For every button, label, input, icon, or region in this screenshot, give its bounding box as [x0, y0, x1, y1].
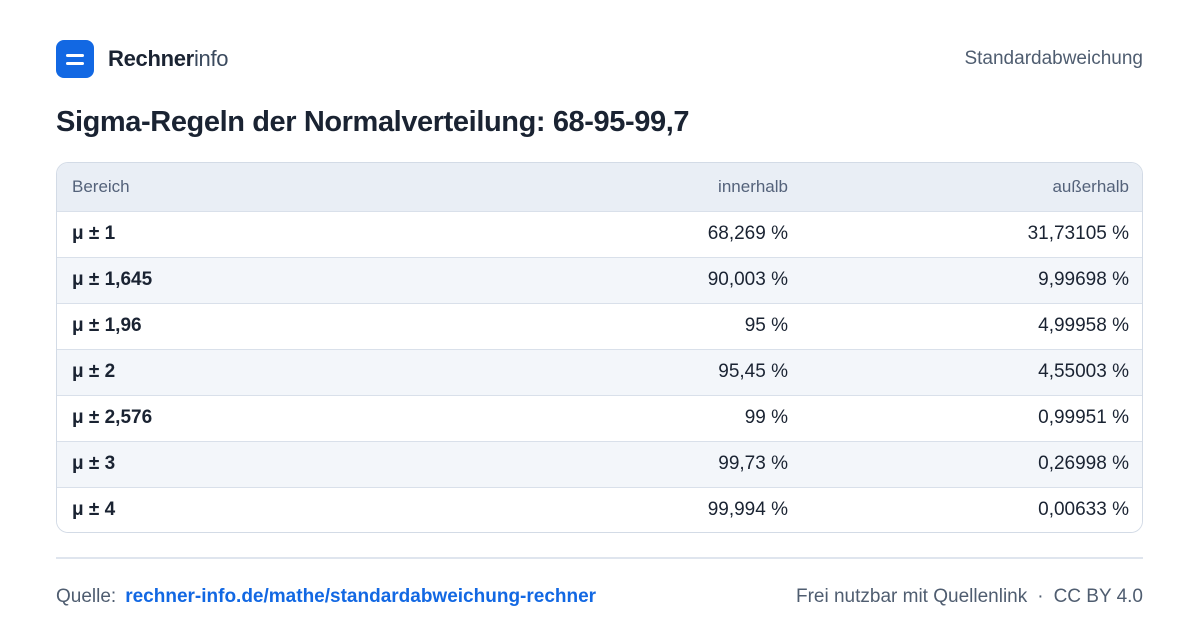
sigma-table-grid: Bereich innerhalb außerhalb μ ± 1 68,269… [57, 163, 1142, 532]
cell-innerhalb: 68,269 % [707, 223, 788, 244]
table-row: μ ± 1 68,269 % 31,73105 % [57, 211, 1142, 257]
source-link[interactable]: rechner-info.de/mathe/standardabweichung… [125, 586, 597, 607]
usage-note: Frei nutzbar mit Quellenlink [795, 586, 1028, 607]
table-row: μ ± 2,576 99 % 0,99951 % [57, 395, 1142, 441]
table-row: μ ± 1,96 95 % 4,99958 % [57, 303, 1142, 349]
cell-bereich: μ ± 2,576 [72, 407, 153, 428]
cell-innerhalb: 90,003 % [707, 269, 788, 290]
cell-bereich: μ ± 1,96 [72, 315, 142, 336]
table-row: μ ± 4 99,994 % 0,00633 % [57, 487, 1142, 532]
logo-bar-bottom [66, 61, 84, 65]
cell-ausserhalb: 0,99951 % [1038, 407, 1129, 428]
separator-dot: · [1037, 586, 1044, 607]
footer-divider [56, 557, 1143, 559]
cell-ausserhalb: 0,00633 % [1038, 499, 1129, 521]
cell-innerhalb: 95,45 % [718, 361, 788, 382]
source-credit: Quelle: rechner-info.de/mathe/standardab… [56, 586, 596, 608]
brand[interactable]: Rechnerinfo [56, 40, 229, 78]
license-label: CC BY 4.0 [1053, 586, 1143, 607]
cell-bereich: μ ± 1,645 [72, 269, 153, 290]
header-topic: Standardabweichung [964, 48, 1143, 69]
column-header-ausserhalb: außerhalb [1052, 176, 1129, 196]
page-title: Sigma-Regeln der Normalverteilung: 68-95… [56, 106, 690, 138]
table-row: μ ± 2 95,45 % 4,55003 % [57, 349, 1142, 395]
cell-ausserhalb: 31,73105 % [1027, 223, 1129, 244]
cell-bereich: μ ± 2 [72, 361, 116, 382]
column-header-bereich: Bereich [72, 176, 130, 196]
license-info: Frei nutzbar mit Quellenlink · CC BY 4.0 [796, 586, 1143, 608]
cell-innerhalb: 99,73 % [718, 453, 788, 474]
logo-bar-top [66, 53, 84, 57]
cell-bereich: μ ± 1 [72, 223, 116, 244]
brand-name: Rechnerinfo [108, 46, 229, 72]
cell-innerhalb: 95 % [744, 315, 788, 336]
page-header: Rechnerinfo Standardabweichung [56, 40, 1143, 78]
page-footer: Quelle: rechner-info.de/mathe/standardab… [56, 584, 1143, 610]
table-row: μ ± 3 99,73 % 0,26998 % [57, 441, 1142, 487]
cell-bereich: μ ± 4 [72, 499, 116, 521]
source-label: Quelle: [56, 586, 117, 607]
rechnerinfo-logo-icon [56, 40, 94, 78]
cell-bereich: μ ± 3 [72, 453, 116, 474]
sigma-table: Bereich innerhalb außerhalb μ ± 1 68,269… [56, 162, 1143, 533]
cell-innerhalb: 99,994 % [707, 499, 788, 521]
cell-innerhalb: 99 % [744, 407, 788, 428]
brand-name-light: info [193, 46, 229, 71]
cell-ausserhalb: 9,99698 % [1038, 269, 1129, 290]
cell-ausserhalb: 0,26998 % [1038, 453, 1129, 474]
cell-ausserhalb: 4,99958 % [1038, 315, 1129, 336]
table-row: μ ± 1,645 90,003 % 9,99698 % [57, 257, 1142, 303]
column-header-innerhalb: innerhalb [718, 176, 788, 196]
table-header-row: Bereich innerhalb außerhalb [57, 163, 1142, 211]
cell-ausserhalb: 4,55003 % [1038, 361, 1129, 382]
brand-name-strong: Rechner [108, 46, 194, 71]
